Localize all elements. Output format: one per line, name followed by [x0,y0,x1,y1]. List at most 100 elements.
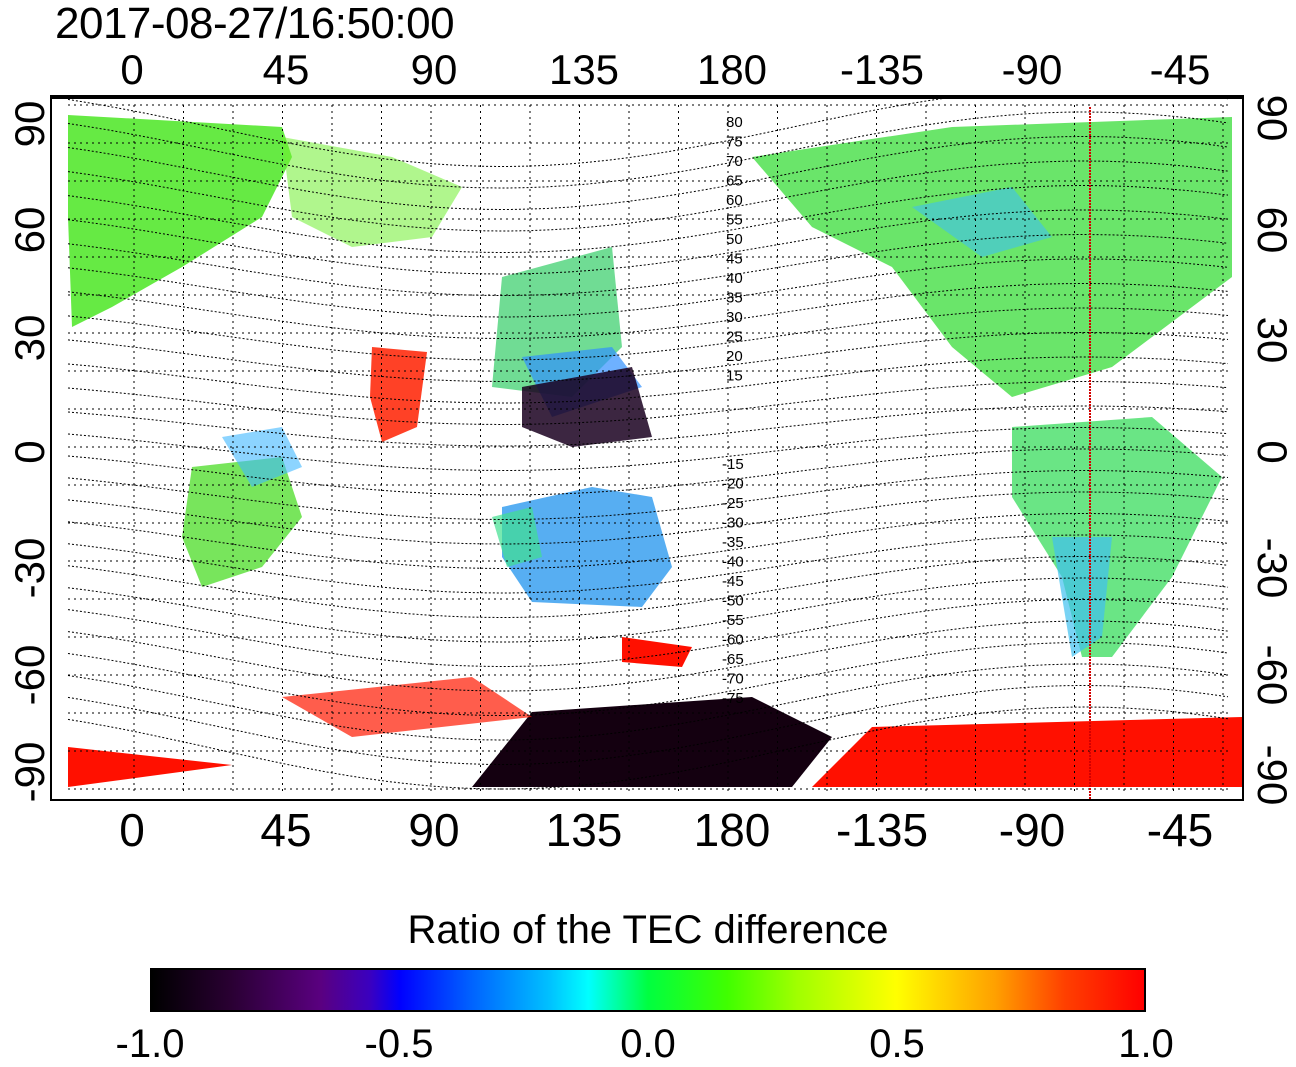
geomag-contour [67,135,1229,211]
tec-patch-australia-green [492,507,542,567]
geomag-label: 40 [726,270,743,287]
geomag-contour [67,684,1229,766]
geomag-label: 25 [726,329,743,346]
geomag-contour [67,491,1229,545]
lat-tick-right: 30 [1249,316,1296,364]
lon-tick-bottom: -45 [1146,804,1214,856]
geomag-label: 30 [726,309,743,326]
geomag-contour [67,282,1229,340]
lon-tick-top: 45 [262,46,310,93]
geomag-label: -35 [722,534,744,551]
colorbar-tick: -0.5 [364,1022,434,1066]
geomag-labels: 80 75 70 65 60 55 50 45 40 35 30 25 20 15 -15 -20 -25 -30… [722,114,744,707]
geomag-contour [67,97,1229,168]
geomag-label: 45 [726,251,743,268]
lat-tick-right: -30 [1249,537,1296,599]
tec-patch-antarctica-east [812,717,1242,787]
tec-patch-india [370,347,427,442]
geomag-contour [67,426,1229,472]
geomag-contour [67,663,1229,741]
lon-tick-bottom: -135 [835,804,929,856]
geomag-label: 35 [726,290,743,307]
lon-tick-bottom: 0 [119,804,145,856]
geomag-label: 20 [726,348,743,365]
lon-tick-bottom: 180 [693,804,771,856]
lon-tick-bottom: 90 [408,804,460,856]
tec-patch-eurasia [68,115,292,327]
geomag-label: -65 [722,651,744,668]
lon-tick-top: -90 [1001,46,1063,93]
tec-patch-southamerica [1012,417,1222,657]
geomag-contour [67,184,1229,254]
tec-patch-antarctica-west [68,747,232,787]
geomag-label: -25 [722,495,744,512]
tec-patches [68,115,1242,787]
lat-tick-left: 30 [6,314,53,362]
tec-patch-seasia [522,367,652,447]
lat-tick-left: 60 [6,206,53,254]
tec-patch-africa [182,457,302,587]
geomag-label: 50 [726,231,743,248]
geomag-label: -60 [722,632,744,649]
colorbar-tick: 1.0 [1118,1022,1174,1066]
lat-tick-right: 0 [1249,440,1296,464]
geomag-contour [67,577,1229,643]
tec-patch-antarctica-dark [472,697,832,787]
colorbar-tick: 0.0 [620,1022,676,1066]
geomag-label: -40 [722,554,744,571]
geomag-label: 55 [726,212,743,229]
colorbar [150,968,1146,1012]
geomag-contour [67,405,1229,447]
tec-patch-canada-blue [912,187,1052,257]
geomag-contour [67,380,1229,426]
geomag-label: 75 [726,134,743,151]
lat-tick-left: -90 [6,741,53,803]
geomag-label: -45 [722,573,744,590]
lon-tick-top: 180 [696,46,768,93]
lon-tick-bottom: 45 [260,804,312,856]
tec-patch-australia [502,487,672,607]
lon-tick-top: 135 [548,46,620,93]
geomag-contour [67,160,1229,232]
geomag-contour [67,534,1229,594]
lat-tick-left: 0 [6,440,53,464]
geomag-contour [67,641,1229,717]
geomag-label: 70 [726,153,743,170]
lon-tick-top: 0 [120,46,144,93]
geomag-contour [67,706,1229,790]
lon-tick-top: -45 [1149,46,1211,93]
lon-tick-bottom: -90 [998,804,1066,856]
lon-tick-bottom: 135 [545,804,623,856]
geomag-contour [67,620,1229,692]
geomagnetic-contours [67,97,1229,790]
geomag-contour [67,258,1229,318]
lat-tick-right: 60 [1249,206,1296,254]
tec-map-canvas: 80 75 70 65 60 55 50 45 40 35 30 25 20 15 -15 -20 -25 -30… [52,97,1242,799]
geomag-label: 15 [726,368,743,385]
geomag-contour [67,111,1229,189]
geomag-label: -70 [722,671,744,688]
tec-patch-eurasia-east [282,137,462,247]
timestamp: 2017-08-27/16:50:00 [55,0,455,48]
geomag-label: -50 [722,593,744,610]
lat-tick-left: -30 [6,537,53,599]
colorbar-tick: -1.0 [115,1022,185,1066]
geomag-contour [67,307,1229,361]
geomag-label: -15 [722,456,744,473]
geomag-label: -55 [722,612,744,629]
geomag-contour [67,598,1229,668]
geomag-label: 65 [726,173,743,190]
geomag-label: -30 [722,515,744,532]
tec-patch-southpacific-red [622,637,692,667]
geomag-label: 80 [726,114,743,131]
geomag-label: -75 [722,690,744,707]
geomag-contour [67,512,1229,570]
lon-tick-top: -135 [839,46,925,93]
lat-tick-left: 90 [6,100,53,148]
lat-tick-right: -90 [1249,744,1296,806]
geomag-contour [67,209,1229,275]
geomag-label: 60 [726,192,743,209]
colorbar-tick: 0.5 [869,1022,925,1066]
graticule [68,104,1232,791]
lon-tick-top: 90 [410,46,458,93]
